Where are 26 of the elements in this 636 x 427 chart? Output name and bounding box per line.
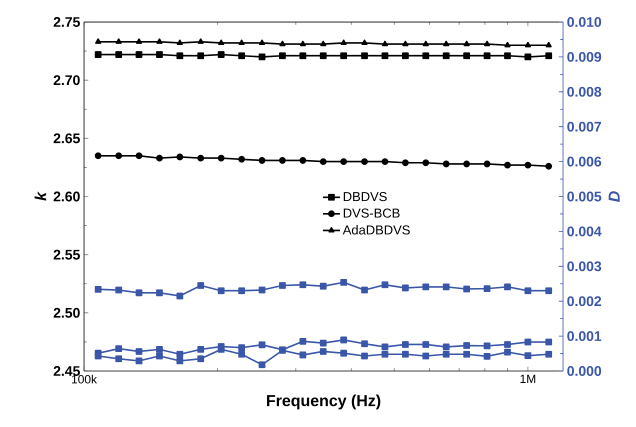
x-axis-title: Frequency (Hz) xyxy=(267,394,380,410)
y2-tick-label: 0.006 xyxy=(567,156,602,167)
y-tick-label: 2.65 xyxy=(54,133,80,144)
y-tick-label: 2.75 xyxy=(54,17,80,27)
y2-tick-label: 0.001 xyxy=(567,331,602,342)
y2-tick-label: 0.007 xyxy=(567,122,602,132)
y2-tick-label: 0.008 xyxy=(567,86,602,97)
y2-axis-title: D xyxy=(608,191,620,202)
x-tick-label: 1M xyxy=(520,374,536,383)
y2-tick-label: 0.000 xyxy=(567,366,602,376)
y-tick-label: 2.70 xyxy=(54,75,80,86)
y-axis-title: k xyxy=(34,191,46,201)
y2-tick-label: 0.009 xyxy=(567,52,602,62)
x-tick-label: 100k xyxy=(72,374,98,384)
y-tick-label: 2.45 xyxy=(54,366,80,376)
y2-tick-label: 0.010 xyxy=(567,17,602,27)
y-tick-label: 2.50 xyxy=(54,308,80,318)
y2-tick-label: 0.003 xyxy=(567,261,602,272)
y2-tick-label: 0.004 xyxy=(567,226,602,236)
y-tick-label: 2.60 xyxy=(54,192,80,202)
y2-tick-label: 0.002 xyxy=(567,296,602,306)
legend-label: AdaDBDVS xyxy=(342,225,410,235)
legend-label: DVS-BCB xyxy=(344,208,400,218)
y-tick-label: 2.55 xyxy=(54,250,80,260)
legend-label: DBDVS xyxy=(344,192,387,202)
y2-tick-label: 0.005 xyxy=(567,192,602,202)
